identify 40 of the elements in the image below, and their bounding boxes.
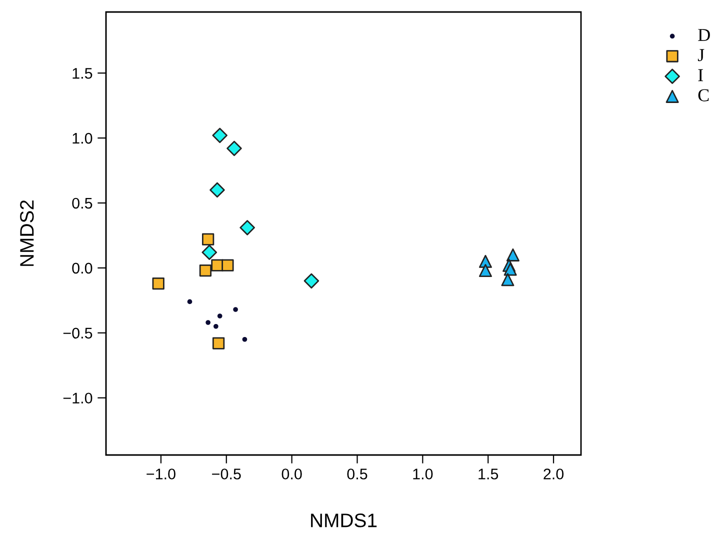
point [501, 273, 514, 286]
point [222, 259, 234, 272]
x-tick-label: 0.5 [347, 468, 368, 480]
legend-label: J [698, 49, 704, 62]
point [206, 320, 210, 325]
point [152, 277, 164, 290]
y-tick-label: −0.5 [63, 328, 92, 339]
point [212, 337, 225, 350]
y-tick-label: 0.5 [72, 198, 92, 209]
legend-label: C [698, 89, 709, 102]
legend-label: D [698, 29, 710, 41]
y-tick-label: 1.5 [72, 68, 92, 79]
point [240, 220, 255, 236]
point [214, 324, 218, 329]
x-tick-label: 1.0 [413, 468, 433, 480]
x-axis-title: NMDS1 [311, 514, 377, 528]
point [217, 314, 222, 318]
legend-label: I [698, 69, 703, 82]
point [210, 182, 225, 198]
point [212, 128, 228, 144]
y-tick-label: 0.0 [72, 262, 92, 274]
point [202, 233, 214, 246]
point [506, 248, 520, 262]
y-axis-title: NMDS2 [20, 200, 34, 266]
point [304, 273, 320, 289]
point [226, 140, 242, 156]
x-tick-label: −0.5 [212, 468, 241, 480]
point [199, 264, 212, 277]
x-tick-label: −1.0 [146, 468, 176, 480]
y-tick-label: 1.0 [72, 132, 92, 144]
x-tick-label: 0.0 [282, 468, 302, 480]
x-tick-label: 1.5 [478, 468, 498, 480]
point [504, 262, 517, 276]
x-tick-label: 2.0 [544, 468, 564, 480]
point [187, 299, 192, 304]
point [202, 244, 218, 260]
point [478, 264, 492, 278]
point [233, 307, 238, 312]
point [242, 336, 248, 342]
y-tick-label: −1.0 [63, 392, 92, 404]
